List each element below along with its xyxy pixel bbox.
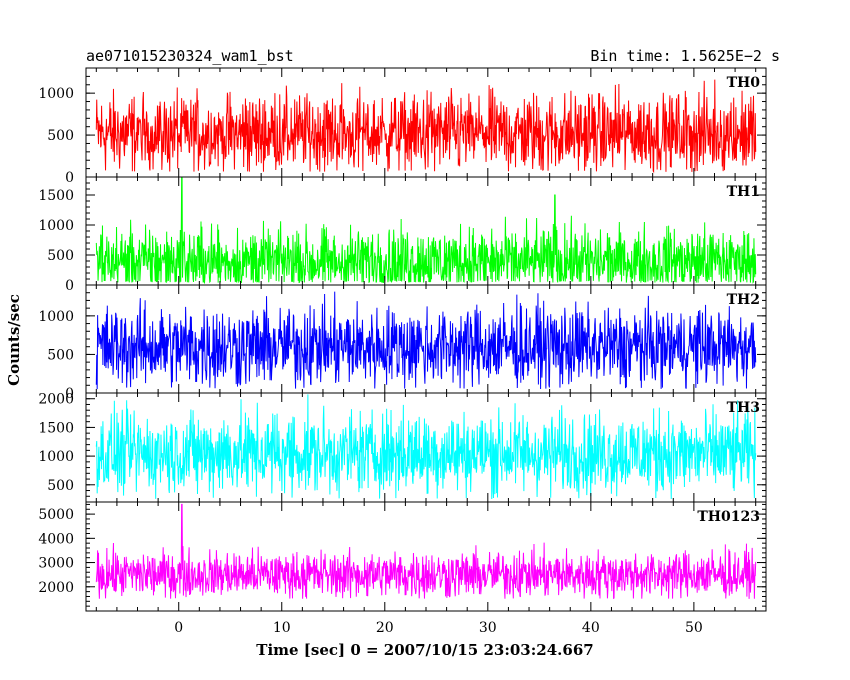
y-tick-label: 5000: [38, 507, 74, 523]
y-tick-label: 0: [65, 386, 74, 402]
y-tick-label: 500: [47, 128, 74, 144]
y-tick-label: 0: [65, 170, 74, 186]
x-tick-label: 50: [685, 620, 703, 636]
panel-label: TH0123: [697, 509, 760, 525]
panel-th0: TH0 0 500 1000: [38, 67, 767, 186]
y-tick-label: 1000: [38, 449, 74, 465]
panels-group: TH005001000TH1050010001500TH205001000TH3…: [38, 67, 767, 636]
series-th3: [95, 394, 757, 500]
header-left-title: ae071015230324_wam1_bst: [86, 47, 294, 65]
panel-label: TH2: [727, 292, 760, 308]
y-tick-label: 1500: [38, 420, 74, 436]
x-tick-label: 20: [376, 620, 394, 636]
x-tick-label: 40: [582, 620, 600, 636]
series-th0123: [95, 503, 757, 600]
series-th0: [95, 79, 757, 174]
y-tick-label: 1000: [38, 218, 74, 234]
x-axis-label: Time [sec] 0 = 2007/10/15 23:03:24.667: [256, 641, 593, 659]
y-tick-label: 500: [47, 248, 74, 264]
series-th1: [95, 177, 757, 285]
panel-label: TH0: [727, 75, 761, 91]
x-tick-label: 30: [479, 620, 497, 636]
x-tick-label: 0: [174, 620, 183, 636]
y-tick-label: 1500: [38, 188, 74, 204]
header-bin-time: Bin time: 1.5625E−2 s: [590, 47, 780, 65]
y-axis-label: Counts/sec: [5, 294, 23, 386]
y-tick-label: 1000: [38, 309, 74, 325]
y-tick-label: 2000: [38, 580, 74, 596]
panel-label: TH1: [727, 184, 760, 200]
y-tick-label: 0: [65, 278, 74, 294]
y-tick-label: 3000: [38, 556, 74, 572]
y-tick-label: 500: [47, 478, 74, 494]
y-tick-label: 1000: [38, 86, 74, 102]
panel-th0123: TH0123 2000 3000 4000 5000: [38, 501, 767, 612]
y-tick-label: 500: [47, 347, 74, 363]
panel-label: TH3: [727, 400, 760, 416]
panel-th3: TH3 500 1000 1500 2000: [38, 392, 767, 503]
panel-th1: TH1 0 500 1000 1500: [38, 176, 767, 294]
panel-th2: TH2 0 500 1000: [38, 284, 767, 402]
y-tick-label: 2000: [38, 392, 74, 408]
series-th2: [95, 291, 757, 390]
x-tick-label: 10: [273, 620, 291, 636]
y-tick-label: 4000: [38, 531, 74, 547]
